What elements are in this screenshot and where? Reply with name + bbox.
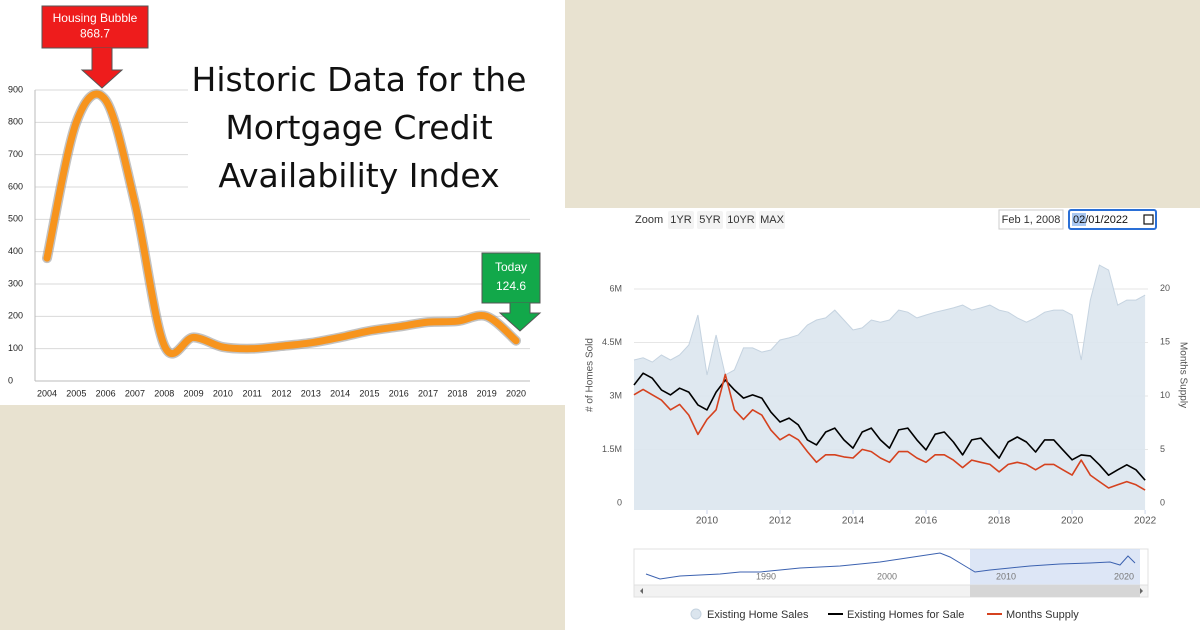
x-tick-label: 2017 — [418, 388, 438, 398]
x-tick-label: 2011 — [243, 388, 262, 398]
x-tick-label: 2020 — [1061, 516, 1084, 527]
x-tick-label: 2010 — [213, 388, 233, 398]
x-tick-label: 2022 — [1134, 516, 1157, 527]
chart-title: Historic Data for the Mortgage Credit Av… — [188, 56, 530, 212]
y-tick-label: 700 — [8, 149, 23, 159]
x-tick-label: 2012 — [769, 516, 792, 527]
x-tick-label: 2016 — [389, 388, 409, 398]
x-tick-label: 2014 — [842, 516, 865, 527]
zoom-button[interactable] — [726, 211, 756, 229]
x-tick-label: 2012 — [271, 388, 291, 398]
y2-tick-label: 20 — [1160, 283, 1170, 293]
y-tick-label: 200 — [8, 311, 23, 321]
zoom-button-label[interactable]: 5YR — [699, 214, 720, 226]
calendar-icon — [1143, 214, 1154, 225]
callout-label: Housing Bubble — [53, 11, 138, 25]
zoom-button-label[interactable]: 10YR — [727, 214, 755, 226]
navigator-tick-label: 2020 — [1114, 571, 1134, 581]
x-tick-label: 2013 — [301, 388, 321, 398]
y-axis-label: # of Homes Sold — [585, 338, 596, 412]
callout-label: Today — [495, 260, 527, 274]
navigator-tick-label: 2000 — [877, 571, 897, 581]
navigator-tick-label: 1990 — [756, 571, 776, 581]
zoom-button[interactable] — [697, 211, 723, 229]
scrollbar-thumb[interactable] — [970, 585, 1140, 597]
y-tick-label: 600 — [8, 181, 23, 191]
range-from[interactable]: Feb 1, 2008 — [1002, 214, 1061, 226]
zoom-button[interactable] — [668, 211, 694, 229]
y-tick-label: 500 — [8, 214, 23, 224]
range-to-input[interactable] — [1068, 209, 1157, 230]
y-tick-label: 900 — [8, 84, 23, 94]
y2-axis-label: Months Supply — [1177, 342, 1188, 408]
x-tick-label: 2005 — [66, 388, 86, 398]
x-tick-label: 2020 — [506, 388, 526, 398]
callout-arrow — [498, 303, 542, 332]
y-tick-label: 800 — [8, 117, 23, 127]
x-tick-label: 2018 — [988, 516, 1011, 527]
y-tick-label: 0 — [617, 497, 622, 507]
y-tick-label: 6M — [609, 283, 622, 293]
legend-label[interactable]: Existing Home Sales — [707, 609, 809, 621]
y2-tick-label: 0 — [1160, 497, 1165, 507]
callout-arrow — [80, 48, 124, 89]
callout-box — [41, 5, 149, 49]
x-tick-label: 2007 — [125, 388, 145, 398]
x-tick-label: 2006 — [96, 388, 116, 398]
area-fill — [634, 265, 1146, 510]
x-tick-label: 2010 — [696, 516, 719, 527]
range-to[interactable]: 02/01/2022 — [1073, 214, 1128, 226]
series-line — [633, 373, 1146, 491]
x-tick-label: 2008 — [154, 388, 174, 398]
callout-box — [481, 252, 541, 304]
legend-swatch — [690, 608, 702, 620]
callout-value: 124.6 — [496, 279, 526, 293]
navigator-tick-label: 2010 — [996, 571, 1016, 581]
navigator-selection — [970, 549, 1140, 585]
y-tick-label: 100 — [8, 343, 23, 353]
x-tick-label: 2009 — [184, 388, 204, 398]
scrollbar-arrow-left[interactable] — [640, 588, 643, 594]
x-tick-label: 2018 — [447, 388, 467, 398]
y-tick-label: 3M — [609, 390, 622, 400]
zoom-label: Zoom — [635, 214, 663, 226]
legend-label[interactable]: Months Supply — [1006, 609, 1079, 621]
y2-tick-label: 10 — [1160, 390, 1170, 400]
y-tick-label: 1.5M — [602, 444, 622, 454]
zoom-button-label[interactable]: MAX — [760, 214, 785, 226]
x-tick-label: 2015 — [359, 388, 379, 398]
scrollbar-arrow-right[interactable] — [1140, 588, 1143, 594]
callout-value: 868.7 — [80, 27, 110, 41]
x-tick-label: 2019 — [477, 388, 497, 398]
x-tick-label: 2014 — [330, 388, 350, 398]
y-tick-label: 400 — [8, 246, 23, 256]
zoom-button-label[interactable]: 1YR — [670, 214, 691, 226]
area-line — [633, 264, 1146, 376]
x-tick-label: 2016 — [915, 516, 938, 527]
y-tick-label: 0 — [8, 375, 13, 385]
right-chart: Zoom 1YR 5YR 10YR MAX Feb 1, 2008 02/01/2022 0 1… — [585, 209, 1188, 621]
navigator-line — [645, 552, 1136, 580]
zoom-button[interactable] — [759, 211, 785, 229]
line — [43, 90, 520, 357]
range-to-selection — [1072, 213, 1086, 226]
y2-tick-label: 15 — [1160, 337, 1170, 347]
y-tick-label: 300 — [8, 278, 23, 288]
x-tick-label: 2004 — [37, 388, 57, 398]
series-line — [633, 372, 1146, 481]
y-tick-label: 4.5M — [602, 337, 622, 347]
range-from-input[interactable] — [998, 209, 1064, 230]
y2-tick-label: 5 — [1160, 444, 1165, 454]
legend-label[interactable]: Existing Homes for Sale — [847, 609, 964, 621]
left-chart: 0 100 200 300 400 500 600 700 800 900 2004 2005 2006… — [8, 5, 542, 398]
